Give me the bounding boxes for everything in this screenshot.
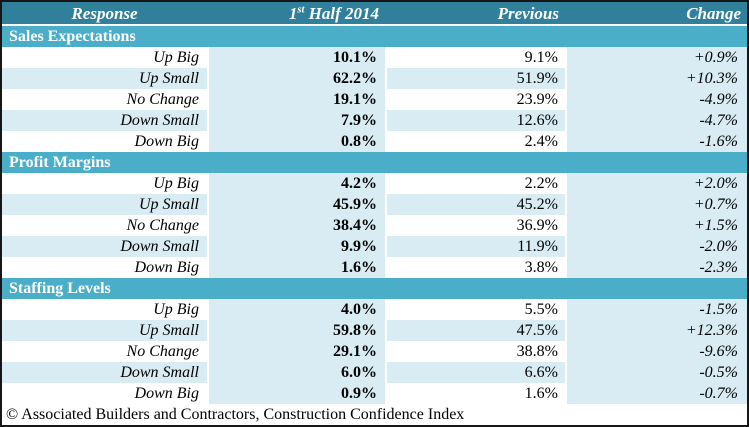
table-row: Down Small 9.9% 11.9% -2.0% xyxy=(2,236,747,257)
change-value: -2.0% xyxy=(567,236,747,257)
table-row: Up Big 10.1% 9.1% +0.9% xyxy=(2,47,747,68)
change-value: -2.3% xyxy=(567,257,747,278)
previous-value: 9.1% xyxy=(524,49,558,66)
current-value: 0.8% xyxy=(209,131,385,152)
section-header-sales-expectations: Sales Expectations xyxy=(2,26,747,47)
change-value: +2.0% xyxy=(567,173,747,194)
response-label: Up Small xyxy=(2,68,207,89)
previous-value: 47.5% xyxy=(387,320,565,341)
current-value: 1.6% xyxy=(209,257,385,278)
table-row: Up Small 59.8% 47.5% +12.3% xyxy=(2,320,747,341)
previous-value: 51.9% xyxy=(387,68,565,89)
change-value: +0.9% xyxy=(567,47,747,68)
table-row: Up Small 62.2% 51.9% +10.3% xyxy=(2,68,747,89)
column-header-change: Change xyxy=(686,4,741,23)
section-header-profit-margins: Profit Margins xyxy=(2,152,747,173)
change-value: -0.7% xyxy=(567,383,747,404)
current-value: 19.1% xyxy=(209,89,385,110)
table-row: Down Small 7.9% 12.6% -4.7% xyxy=(2,110,747,131)
current-value: 4.2% xyxy=(209,173,385,194)
current-value: 7.9% xyxy=(209,110,385,131)
current-value: 29.1% xyxy=(209,341,385,362)
column-header-response: Response xyxy=(71,4,138,23)
response-label: Up Small xyxy=(2,320,207,341)
response-label: Down Small xyxy=(2,236,207,257)
response-label: No Change xyxy=(126,217,199,234)
column-header-first-half-2014: 1st Half 2014 xyxy=(209,2,385,24)
change-value: -1.6% xyxy=(567,131,747,152)
change-value: +1.5% xyxy=(567,215,747,236)
column-header-previous: Previous xyxy=(497,4,559,23)
source-attribution: © Associated Builders and Contractors, C… xyxy=(2,404,747,425)
table-row: Up Small 45.9% 45.2% +0.7% xyxy=(2,194,747,215)
table-row: Up Big 4.2% 2.2% +2.0% xyxy=(2,173,747,194)
response-label: Up Small xyxy=(2,194,207,215)
current-value: 6.0% xyxy=(209,362,385,383)
change-value: -4.9% xyxy=(567,89,747,110)
response-label: Up Big xyxy=(153,49,199,66)
previous-value: 38.8% xyxy=(516,343,558,360)
section-header-staffing-levels: Staffing Levels xyxy=(2,278,747,299)
current-value: 59.8% xyxy=(209,320,385,341)
response-label: No Change xyxy=(126,91,199,108)
table-header-row: Response 1st Half 2014 Previous Change xyxy=(2,2,747,26)
table-row: Down Big 0.8% 2.4% -1.6% xyxy=(2,131,747,152)
table-row: Up Big 4.0% 5.5% -1.5% xyxy=(2,299,747,320)
previous-value: 3.8% xyxy=(524,259,558,276)
current-value: 38.4% xyxy=(209,215,385,236)
table-row: No Change 29.1% 38.8% -9.6% xyxy=(2,341,747,362)
response-label: Down Small xyxy=(2,110,207,131)
previous-value: 2.2% xyxy=(524,175,558,192)
response-label: Down Big xyxy=(134,259,199,276)
table-row: No Change 38.4% 36.9% +1.5% xyxy=(2,215,747,236)
previous-value: 5.5% xyxy=(524,301,558,318)
table-row: Down Big 0.9% 1.6% -0.7% xyxy=(2,383,747,404)
response-label: Down Big xyxy=(134,385,199,402)
table-row: Down Small 6.0% 6.6% -0.5% xyxy=(2,362,747,383)
change-value: -1.5% xyxy=(567,299,747,320)
response-label: No Change xyxy=(126,343,199,360)
table-row: Down Big 1.6% 3.8% -2.3% xyxy=(2,257,747,278)
previous-value: 1.6% xyxy=(524,385,558,402)
previous-value: 2.4% xyxy=(524,133,558,150)
response-label: Up Big xyxy=(153,301,199,318)
current-value: 4.0% xyxy=(209,299,385,320)
previous-value: 11.9% xyxy=(387,236,565,257)
current-value: 62.2% xyxy=(209,68,385,89)
current-value: 9.9% xyxy=(209,236,385,257)
response-label: Down Small xyxy=(2,362,207,383)
response-label: Down Big xyxy=(134,133,199,150)
previous-value: 36.9% xyxy=(516,217,558,234)
change-value: -4.7% xyxy=(567,110,747,131)
change-value: +10.3% xyxy=(567,68,747,89)
half-ordinal-suffix: st xyxy=(297,4,305,16)
half-rest: Half 2014 xyxy=(304,4,379,23)
previous-value: 6.6% xyxy=(387,362,565,383)
change-value: +0.7% xyxy=(567,194,747,215)
change-value: -0.5% xyxy=(567,362,747,383)
current-value: 0.9% xyxy=(209,383,385,404)
previous-value: 12.6% xyxy=(387,110,565,131)
response-label: Up Big xyxy=(153,175,199,192)
previous-value: 23.9% xyxy=(516,91,558,108)
table-row: No Change 19.1% 23.9% -4.9% xyxy=(2,89,747,110)
change-value: -9.6% xyxy=(567,341,747,362)
change-value: +12.3% xyxy=(567,320,747,341)
current-value: 45.9% xyxy=(209,194,385,215)
current-value: 10.1% xyxy=(209,47,385,68)
previous-value: 45.2% xyxy=(387,194,565,215)
half-number: 1 xyxy=(288,4,298,23)
